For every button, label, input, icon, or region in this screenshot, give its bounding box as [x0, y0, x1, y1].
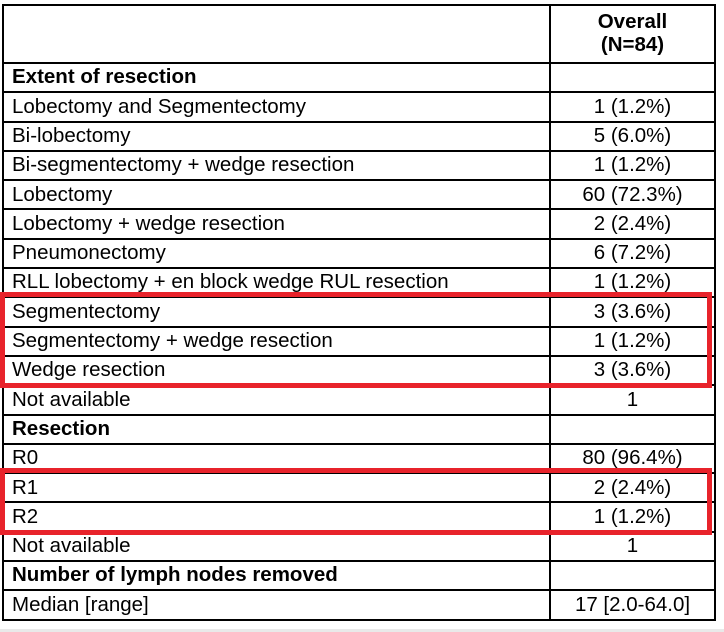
table-row: Bi-segmentectomy + wedge resection 1 (1.…: [4, 151, 714, 182]
table-row: R0 80 (96.4%): [4, 444, 714, 475]
row-value: 1 (1.2%): [549, 151, 714, 180]
table-row: Segmentectomy + wedge resection 1 (1.2%): [4, 327, 714, 357]
header-label-cell: [4, 6, 549, 62]
highlight-box: Segmentectomy 3 (3.6%) Segmentectomy + w…: [0, 292, 714, 389]
row-value: 5 (6.0%): [549, 122, 714, 150]
row-value: 1: [549, 532, 714, 561]
table-header-row: Overall (N=84): [4, 6, 714, 64]
table-row: R2 1 (1.2%): [4, 503, 714, 533]
row-label: R1: [12, 475, 39, 499]
row-label: RLL lobectomy + en block wedge RUL resec…: [12, 270, 449, 294]
row-label: Number of lymph nodes removed: [12, 563, 338, 587]
row-value: 2 (2.4%): [549, 210, 714, 238]
table-row: Median [range] 17 [2.0-64.0]: [4, 591, 714, 619]
row-value: 1 (1.2%): [549, 93, 714, 121]
row-value: 1 (1.2%): [549, 503, 714, 531]
table-row: Wedge resection 3 (3.6%): [4, 356, 714, 387]
row-label: Median [range]: [12, 592, 149, 616]
highlight-box: R1 2 (2.4%) R2 1 (1.2%): [0, 468, 714, 535]
row-label: Extent of resection: [12, 65, 197, 89]
row-label: Bi-segmentectomy + wedge resection: [12, 153, 355, 177]
row-label: R0: [12, 446, 39, 470]
row-label: Segmentectomy + wedge resection: [12, 329, 333, 353]
table-row: RLL lobectomy + en block wedge RUL resec…: [4, 269, 714, 299]
row-value: 1 (1.2%): [549, 269, 714, 297]
row-value: 3 (3.6%): [549, 298, 714, 326]
table-row: Lobectomy 60 (72.3%): [4, 181, 714, 211]
row-value: 6 (7.2%): [549, 239, 714, 268]
row-label: R2: [12, 504, 39, 528]
row-value: [549, 562, 714, 590]
row-value: 1 (1.2%): [549, 327, 714, 355]
row-label: Lobectomy: [12, 182, 113, 206]
table-row: Resection: [4, 415, 714, 445]
row-value: 80 (96.4%): [549, 444, 714, 473]
row-value: 1: [549, 386, 714, 414]
row-label: Lobectomy + wedge resection: [12, 211, 285, 235]
header-value-cell: Overall (N=84): [549, 6, 714, 62]
table-row: Number of lymph nodes removed: [4, 562, 714, 592]
table-row: Bi-lobectomy 5 (6.0%): [4, 122, 714, 152]
row-label: Not available: [12, 387, 131, 411]
table-row: Segmentectomy 3 (3.6%): [4, 298, 714, 328]
row-value: [549, 415, 714, 443]
row-value: 17 [2.0-64.0]: [549, 591, 714, 619]
table-row: Not available 1: [4, 532, 714, 563]
row-label: Lobectomy and Segmentectomy: [12, 94, 306, 118]
row-label: Not available: [12, 534, 131, 558]
row-value: [549, 64, 714, 92]
row-value: 2 (2.4%): [549, 474, 714, 502]
row-label: Wedge resection: [12, 358, 166, 382]
table-row: Not available 1: [4, 386, 714, 416]
row-label: Segmentectomy: [12, 299, 161, 323]
page-bottom-edge: [0, 629, 724, 632]
resection-table: Overall (N=84) Extent of resection Lobec…: [0, 4, 716, 621]
table-row: Pneumonectomy 6 (7.2%): [4, 239, 714, 270]
table-row: Lobectomy and Segmentectomy 1 (1.2%): [4, 93, 714, 123]
row-label: Bi-lobectomy: [12, 123, 131, 147]
row-label: Resection: [12, 416, 110, 440]
table-row: Lobectomy + wedge resection 2 (2.4%): [4, 210, 714, 240]
row-label: Pneumonectomy: [12, 241, 166, 265]
table-row: Extent of resection: [4, 64, 714, 94]
row-value: 60 (72.3%): [549, 181, 714, 209]
table-row: R1 2 (2.4%): [4, 474, 714, 504]
table-body: Extent of resection Lobectomy and Segmen…: [0, 64, 714, 619]
row-value: 3 (3.6%): [549, 356, 714, 385]
